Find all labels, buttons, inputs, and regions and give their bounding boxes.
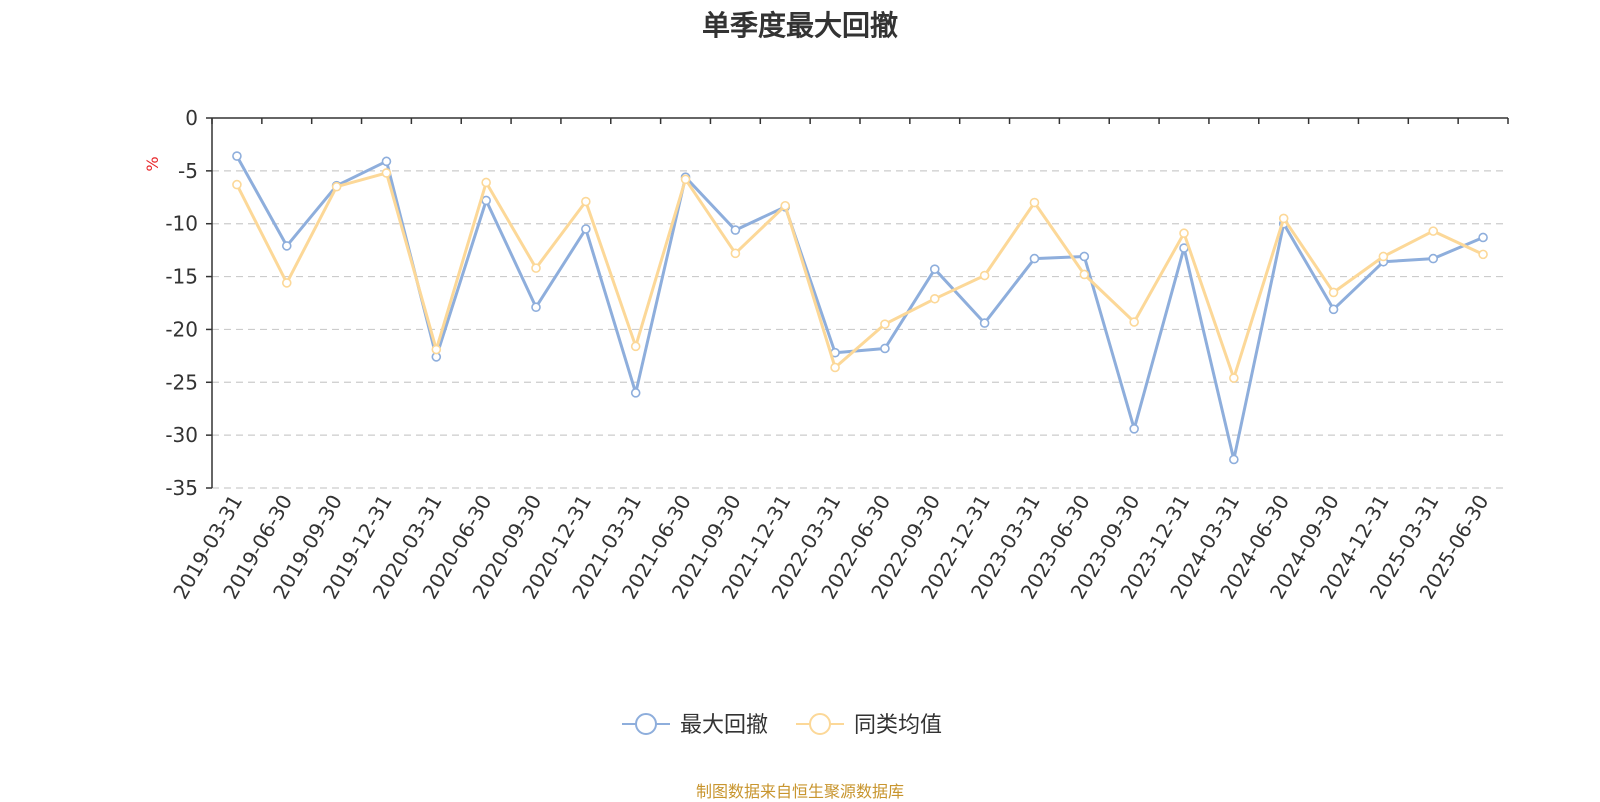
data-point bbox=[1129, 423, 1139, 434]
y-tick-label: -15 bbox=[165, 265, 198, 289]
data-point bbox=[730, 248, 741, 259]
legend-item-2[interactable]: 同类均值 bbox=[796, 713, 942, 738]
data-point bbox=[1428, 226, 1439, 236]
y-axis-label: % bbox=[143, 156, 162, 171]
data-point bbox=[1478, 232, 1488, 243]
data-point bbox=[929, 293, 940, 304]
series-2 bbox=[232, 168, 1488, 383]
legend-label: 同类均值 bbox=[854, 713, 942, 738]
series-line bbox=[235, 155, 1484, 461]
legend-label: 最大回撤 bbox=[680, 713, 768, 738]
data-point bbox=[481, 195, 491, 206]
data-point bbox=[1029, 253, 1040, 264]
y-tick-labels: 0 -5 -10 -15 -20 -25 -30 -35 bbox=[165, 106, 198, 500]
data-point bbox=[1378, 251, 1389, 262]
data-point bbox=[281, 241, 292, 251]
data-point bbox=[581, 224, 591, 234]
data-point bbox=[281, 278, 292, 288]
data-point bbox=[680, 174, 691, 185]
data-source-note: 制图数据来自恒生聚源数据库 bbox=[695, 782, 904, 801]
data-point bbox=[481, 177, 491, 188]
data-point bbox=[1428, 253, 1439, 264]
data-point bbox=[979, 270, 990, 281]
data-point bbox=[929, 264, 940, 274]
y-tick-label: -10 bbox=[165, 212, 198, 236]
data-point bbox=[630, 341, 641, 352]
axes bbox=[206, 117, 1509, 489]
y-tick-label: -30 bbox=[165, 423, 198, 447]
data-point bbox=[1079, 251, 1090, 262]
legend[interactable]: 最大回撤 同类均值 bbox=[622, 713, 942, 738]
data-point bbox=[1079, 269, 1090, 280]
series-line bbox=[235, 171, 1484, 380]
y-tick-label: -35 bbox=[165, 476, 198, 500]
chart-title: 单季度最大回撤 bbox=[701, 9, 898, 42]
legend-marker-icon bbox=[635, 713, 657, 735]
data-point bbox=[1229, 454, 1239, 465]
data-point bbox=[381, 156, 392, 167]
y-tick-label: 0 bbox=[185, 106, 198, 130]
data-point bbox=[581, 196, 591, 207]
data-point bbox=[1478, 249, 1488, 260]
series-1 bbox=[232, 151, 1488, 465]
data-point bbox=[331, 181, 342, 192]
data-point bbox=[1278, 213, 1289, 224]
y-tick-label: -20 bbox=[165, 317, 198, 341]
data-point bbox=[381, 168, 392, 178]
legend-item-1[interactable]: 最大回撤 bbox=[622, 713, 768, 738]
data-point bbox=[880, 319, 890, 329]
data-point bbox=[1029, 197, 1040, 208]
data-point bbox=[979, 318, 990, 328]
data-point bbox=[531, 302, 541, 313]
data-point bbox=[1129, 317, 1139, 327]
data-point bbox=[232, 151, 242, 161]
y-tick-label: -5 bbox=[178, 159, 198, 183]
data-point bbox=[1328, 304, 1339, 315]
data-point bbox=[780, 200, 791, 211]
data-point bbox=[531, 263, 541, 273]
grid-lines bbox=[212, 170, 1508, 489]
data-point bbox=[431, 344, 442, 355]
data-point bbox=[232, 179, 242, 190]
data-point bbox=[830, 362, 840, 373]
data-point bbox=[630, 388, 641, 398]
x-tick-labels: 2019-03-312019-06-302019-09-302019-12-31… bbox=[168, 490, 1493, 603]
data-point bbox=[1179, 228, 1189, 239]
series-lines bbox=[232, 151, 1488, 465]
data-point bbox=[1229, 373, 1239, 383]
data-point bbox=[1328, 287, 1339, 298]
data-point bbox=[730, 225, 741, 235]
data-point bbox=[880, 343, 890, 354]
y-tick-label: -25 bbox=[165, 370, 198, 394]
legend-marker-icon bbox=[809, 713, 831, 735]
